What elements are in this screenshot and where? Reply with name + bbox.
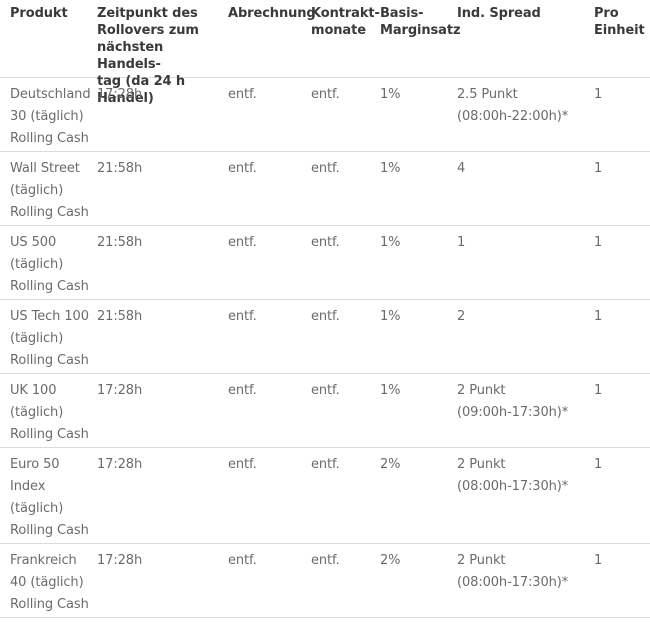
cell-pro-einheit: 1 — [594, 383, 603, 398]
cell-spread: 2 Punkt (08:00h-17:30h)* — [457, 457, 569, 494]
cell-pro-einheit: 1 — [594, 235, 603, 250]
cell-kontraktmonate: entf. — [311, 309, 340, 324]
cell-marginsatz: 1% — [380, 161, 401, 176]
cell-spread: 2 Punkt (08:00h-17:30h)* — [457, 553, 569, 590]
cell-spread: 2 Punkt (09:00h-17:30h)* — [457, 383, 569, 420]
header-zeitpunkt: Zeitpunkt des Rollovers zum nächsten Han… — [97, 6, 199, 106]
cell-zeitpunkt: 21:58h — [97, 235, 143, 250]
cell-zeitpunkt: 17:28h — [97, 553, 143, 568]
cell-kontraktmonate: entf. — [311, 553, 340, 568]
cell-kontraktmonate: entf. — [311, 235, 340, 250]
table-header: Produkt Zeitpunkt des Rollovers zum näch… — [0, 0, 650, 106]
cell-zeitpunkt: 17:28h — [97, 383, 143, 398]
table-row: US 500 (täglich) Rolling Cash 21:58h ent… — [0, 226, 650, 300]
cell-produkt: Euro 50 Index (täglich) Rolling Cash — [10, 457, 89, 538]
cell-spread: 2.5 Punkt (08:00h-22:00h)* — [457, 87, 569, 124]
cell-zeitpunkt: 21:58h — [97, 161, 143, 176]
cell-abrechnung: entf. — [228, 457, 257, 472]
cell-pro-einheit: 1 — [594, 309, 603, 324]
cell-kontraktmonate: entf. — [311, 87, 340, 102]
cell-produkt: US Tech 100 (täglich) Rolling Cash — [10, 309, 89, 368]
table-row: Frankreich 40 (täglich) Rolling Cash 17:… — [0, 544, 650, 618]
table-row: Deutschland 30 (täglich) Rolling Cash 17… — [0, 78, 650, 152]
cell-zeitpunkt: 17:28h — [97, 457, 143, 472]
cell-kontraktmonate: entf. — [311, 383, 340, 398]
cell-spread: 4 — [457, 161, 466, 176]
cell-pro-einheit: 1 — [594, 553, 603, 568]
cell-produkt: Wall Street (täglich) Rolling Cash — [10, 161, 89, 220]
cell-marginsatz: 1% — [380, 235, 401, 250]
cell-kontraktmonate: entf. — [311, 457, 340, 472]
header-spread: Ind. Spread — [457, 6, 541, 21]
header-abrechnung: Abrechnung — [228, 6, 316, 21]
cell-pro-einheit: 1 — [594, 87, 603, 102]
table-row: Wall Street (täglich) Rolling Cash 21:58… — [0, 152, 650, 226]
cell-abrechnung: entf. — [228, 87, 257, 102]
cell-pro-einheit: 1 — [594, 457, 603, 472]
cell-produkt: US 500 (täglich) Rolling Cash — [10, 235, 89, 294]
header-produkt: Produkt — [10, 6, 68, 21]
cell-produkt: Deutschland 30 (täglich) Rolling Cash — [10, 87, 91, 146]
cell-abrechnung: entf. — [228, 309, 257, 324]
header-pro-einheit: Pro Einheit — [594, 6, 645, 38]
cell-abrechnung: entf. — [228, 553, 257, 568]
cell-marginsatz: 2% — [380, 457, 401, 472]
table-row: Euro 50 Index (täglich) Rolling Cash 17:… — [0, 448, 650, 544]
cell-zeitpunkt: 21:58h — [97, 309, 143, 324]
cell-pro-einheit: 1 — [594, 161, 603, 176]
header-marginsatz: Basis- Marginsatz — [380, 6, 461, 38]
cell-abrechnung: entf. — [228, 161, 257, 176]
table-row: UK 100 (täglich) Rolling Cash 17:28h ent… — [0, 374, 650, 448]
cell-kontraktmonate: entf. — [311, 161, 340, 176]
cell-spread: 1 — [457, 235, 466, 250]
cell-produkt: UK 100 (täglich) Rolling Cash — [10, 383, 89, 442]
header-kontraktmonate: Kontrakt- monate — [311, 6, 380, 38]
cell-spread: 2 — [457, 309, 466, 324]
cell-abrechnung: entf. — [228, 235, 257, 250]
cell-abrechnung: entf. — [228, 383, 257, 398]
cell-produkt: Frankreich 40 (täglich) Rolling Cash — [10, 553, 89, 612]
cell-zeitpunkt: 17:28h — [97, 87, 143, 102]
cell-marginsatz: 1% — [380, 309, 401, 324]
cell-marginsatz: 1% — [380, 87, 401, 102]
table-row: US Tech 100 (täglich) Rolling Cash 21:58… — [0, 300, 650, 374]
cell-marginsatz: 1% — [380, 383, 401, 398]
cell-marginsatz: 2% — [380, 553, 401, 568]
